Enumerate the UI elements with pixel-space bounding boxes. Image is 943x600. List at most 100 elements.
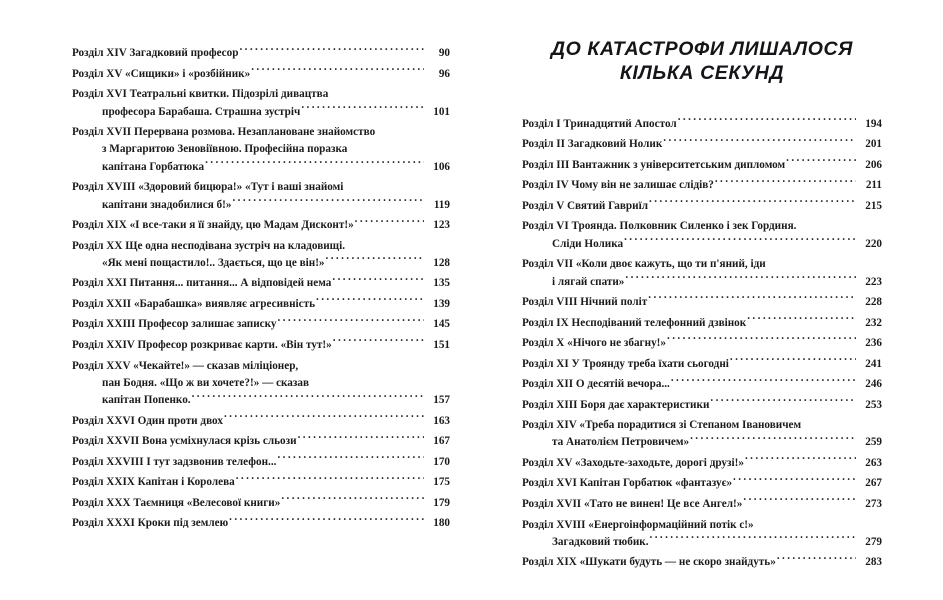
toc-entry-title: Розділ XI У Троянду треба їхати сьогодні (522, 357, 729, 370)
toc-entry[interactable]: Розділ XIX «Шукати будуть — не скоро зна… (522, 554, 882, 571)
toc-entry-line: Розділ XVI Театральні квитки. Підозрілі … (72, 86, 450, 103)
toc-entry-title: «Як мені пощастило!.. Здається, що це ві… (102, 256, 325, 269)
toc-entry[interactable]: Розділ XXVI Один проти двох 163 (72, 412, 450, 429)
toc-entry-title: Розділ VII «Коли двоє кажуть, що ти п'ян… (522, 258, 766, 271)
toc-page-number: 135 (433, 277, 450, 290)
toc-entry-line-final: Розділ X «Нічого не збагну!» 236 (522, 335, 882, 352)
toc-entry[interactable]: Розділ VII «Коли двоє кажуть, що ти п'ян… (522, 256, 882, 291)
toc-page-number: 228 (865, 296, 882, 309)
toc-entry-line-final: Розділ IX Несподіваний телефонний дзвіно… (522, 314, 882, 331)
toc-entry-title: Сліди Нолика (552, 237, 624, 250)
toc-page-number: 180 (433, 517, 450, 530)
toc-entry[interactable]: Розділ XIX «І все-таки я її знайду, цю М… (72, 217, 450, 234)
toc-entry-line-final: Розділ XXVII Вона усміхнулася крізь сльо… (72, 433, 450, 450)
dot-leader (232, 196, 424, 207)
toc-entry[interactable]: Розділ XVI Театральні квитки. Підозрілі … (72, 86, 450, 121)
toc-page-number: 283 (865, 556, 882, 569)
toc-entry-line-final: Розділ XIV Загадковий професор 90 (72, 45, 450, 62)
toc-entry[interactable]: Розділ XV «Сищики» і «розбійник» 96 (72, 66, 450, 83)
dot-leader (348, 141, 449, 152)
toc-entry[interactable]: Розділ IX Несподіваний телефонний дзвіно… (522, 314, 882, 331)
toc-entry[interactable]: Розділ XXIV Професор розкриває карти. «В… (72, 337, 450, 354)
toc-entry[interactable]: Розділ XV «Заходьте-заходьте, дорогі дру… (522, 455, 882, 472)
toc-entry[interactable]: Розділ I Тринадцятий Апостол 194 (522, 116, 882, 133)
toc-entry-line-final: та Анатолієм Петровичем» 259 (522, 434, 882, 451)
dot-leader (730, 355, 856, 366)
toc-entry-title: Розділ XII О десятій вечора... (522, 378, 670, 391)
toc-page-number: 236 (865, 337, 882, 350)
toc-entry-line-final: капітан Попенко. 157 (72, 392, 450, 409)
toc-page-number: 232 (865, 316, 882, 329)
toc-entry-title: Розділ II Загадковий Нолик (522, 138, 663, 151)
toc-page-number: 215 (865, 199, 882, 212)
toc-entry[interactable]: Розділ XVI Капітан Горбатюк «фантазує» 26… (522, 475, 882, 492)
toc-entry-line-final: Розділ XXX Таємниця «Велесової книги» 179 (72, 495, 450, 512)
toc-entry-line-final: Розділ I Тринадцятий Апостол 194 (522, 116, 882, 133)
toc-page-number: 96 (438, 67, 450, 80)
toc-entry[interactable]: Розділ III Вантажник з університетським … (522, 157, 882, 174)
toc-entry-line-final: Розділ XXVIII І тут задзвонив телефон...… (72, 454, 450, 471)
toc-entry[interactable]: Розділ XII О десятій вечора... 246 (522, 376, 882, 393)
toc-entry[interactable]: Розділ XXXI Кроки під землею 180 (72, 515, 450, 532)
toc-entry-title: Розділ XIII Боря дає характеристики (522, 398, 710, 411)
toc-page-number: 145 (433, 318, 450, 331)
toc-entry-line: Розділ XXV «Чекайте!» — сказав міліціоне… (72, 357, 450, 374)
toc-entry[interactable]: Розділ XXV «Чекайте!» — сказав міліціоне… (72, 357, 450, 409)
toc-entry-title: Розділ XXVIII І тут задзвонив телефон... (72, 455, 277, 468)
toc-page-number: 194 (865, 117, 882, 130)
toc-entry[interactable]: Розділ XI У Троянду треба їхати сьогодні… (522, 355, 882, 372)
dot-leader (648, 294, 856, 305)
toc-entry-title: Розділ XVI Театральні квитки. Підозрілі … (72, 88, 329, 101)
toc-page-number: 128 (433, 256, 450, 269)
toc-entry-title: Розділ VI Троянда. Полковник Силенко і з… (522, 220, 797, 233)
toc-entry-line: пан Бодня. «Що ж ви хочете?!» — сказав (72, 375, 450, 392)
toc-entry-line-final: Розділ V Святий Гавриїл 215 (522, 198, 882, 215)
toc-entry[interactable]: Розділ XXII «Барабашка» виявляє агресивн… (72, 296, 450, 313)
dot-leader (205, 159, 424, 170)
toc-entry[interactable]: Розділ XXI Питання... питання... А відпо… (72, 275, 450, 292)
toc-entry[interactable]: Розділ XXIII Професор залишає записку 145 (72, 316, 450, 333)
toc-entry[interactable]: Розділ XVIII «Енергоінформаційний потік … (522, 516, 882, 551)
dot-leader (710, 396, 856, 407)
dot-leader (745, 455, 856, 466)
toc-entry[interactable]: Розділ VI Троянда. Полковник Силенко і з… (522, 218, 882, 253)
toc-page-number: 267 (865, 477, 882, 490)
toc-entry[interactable]: Розділ XXVII Вона усміхнулася крізь сльо… (72, 433, 450, 450)
toc-page-number: 279 (865, 535, 882, 548)
toc-entry[interactable]: Розділ XVIII «Здоровий бицюра!» «Тут і в… (72, 179, 450, 214)
toc-entry[interactable]: Розділ II Загадковий Нолик 201 (522, 136, 882, 153)
dot-leader (797, 218, 881, 229)
dot-leader (624, 235, 856, 246)
toc-entry[interactable]: Розділ XX Ще одна несподівана зустріч на… (72, 237, 450, 272)
toc-entry[interactable]: Розділ VIII Нічний політ 228 (522, 294, 882, 311)
toc-entry-title: Розділ IV Чому він не залишає слідів? (522, 179, 714, 192)
toc-entry[interactable]: Розділ X «Нічого не збагну!» 236 (522, 335, 882, 352)
toc-entry[interactable]: Розділ XXX Таємниця «Велесової книги» 179 (72, 495, 450, 512)
toc-entry-line-final: Розділ XXI Питання... питання... А відпо… (72, 275, 450, 292)
toc-entry-title: і лягай спати» (552, 275, 625, 288)
toc-entry-line-final: і лягай спати» 223 (522, 273, 882, 290)
toc-entry-line: Розділ VII «Коли двоє кажуть, що ти п'ян… (522, 256, 882, 273)
toc-entry[interactable]: Розділ XIV Загадковий професор 90 (72, 45, 450, 62)
toc-page-number: 206 (865, 158, 882, 171)
dot-leader (298, 433, 424, 444)
toc-entry-line-final: «Як мені пощастило!.. Здається, що це ві… (72, 255, 450, 272)
dot-leader (747, 314, 856, 325)
dot-leader (346, 237, 449, 248)
toc-entry[interactable]: Розділ XVII «Тато не винен! Це все Ангел… (522, 496, 882, 513)
toc-entry[interactable]: Розділ V Святий Гавриїл 215 (522, 198, 882, 215)
toc-entry[interactable]: Розділ XXIX Капітан і Королева 175 (72, 474, 450, 491)
toc-entry[interactable]: Розділ XIII Боря дає характеристики 253 (522, 396, 882, 413)
toc-page-number: 211 (865, 179, 882, 192)
toc-entry-line-final: капітани знадобилися б!» 119 (72, 196, 450, 213)
toc-entry-line-final: Розділ XIII Боря дає характеристики 253 (522, 396, 882, 413)
toc-entry[interactable]: Розділ XVII Перервана розмова. Незаплано… (72, 124, 450, 176)
toc-entry-title: Розділ III Вантажник з університетським … (522, 158, 786, 171)
toc-entry[interactable]: Розділ XIV «Треба порадитися зі Степаном… (522, 417, 882, 452)
toc-entry-title: Розділ XXVII Вона усміхнулася крізь сльо… (72, 435, 297, 448)
toc-entry-line-final: Розділ XII О десятій вечора... 246 (522, 376, 882, 393)
dot-leader (281, 495, 424, 506)
toc-page-number: 151 (433, 338, 450, 351)
toc-entry[interactable]: Розділ IV Чому він не залишає слідів? 211 (522, 177, 882, 194)
toc-entry[interactable]: Розділ XXVIII І тут задзвонив телефон...… (72, 454, 450, 471)
